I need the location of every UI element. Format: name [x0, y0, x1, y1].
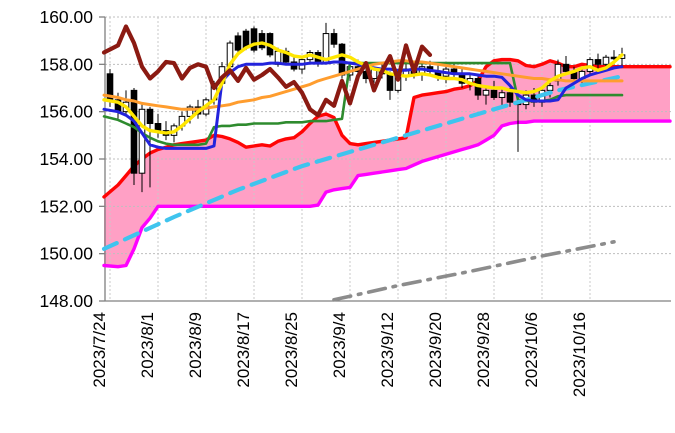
candle-up — [546, 85, 554, 91]
candle-down — [562, 63, 570, 72]
candle-down — [386, 73, 394, 91]
candle-down — [594, 59, 602, 65]
candle-down — [330, 33, 338, 45]
x-axis-label: 2023/8/17 — [234, 312, 253, 388]
x-axis-label: 2023/10/16 — [570, 312, 589, 397]
candle-down — [258, 33, 266, 49]
candle-down — [130, 89, 138, 174]
trend-gray-dashdot — [332, 240, 616, 302]
candle-up — [138, 108, 146, 174]
y-axis-label: 150.00 — [39, 244, 93, 264]
x-axis-label: 2023/9/4 — [330, 312, 349, 378]
candle-down — [146, 108, 154, 125]
candle-down — [506, 92, 514, 103]
candle-up — [186, 106, 194, 117]
y-axis-label: 156.00 — [39, 102, 93, 122]
cloud-lower-magenta — [102, 119, 672, 269]
x-axis-label: 2023/9/20 — [426, 312, 445, 388]
x-axis-label: 2023/8/9 — [186, 312, 205, 378]
candle-down — [338, 43, 346, 76]
x-axis-label: 2023/10/6 — [522, 312, 541, 388]
y-axis-label: 160.00 — [39, 7, 93, 27]
trend-cyan-dashed — [101, 74, 625, 251]
candle-up — [602, 56, 610, 65]
y-axis-label: 158.00 — [39, 54, 93, 74]
y-axis-label: 154.00 — [39, 149, 93, 169]
candle-up — [498, 92, 506, 98]
y-axis-label: 148.00 — [39, 291, 93, 311]
candle-down — [490, 89, 498, 98]
y-axis-label: 152.00 — [39, 196, 93, 216]
line-darkred — [101, 24, 433, 118]
x-axis-label: 2023/8/25 — [282, 312, 301, 388]
x-axis-label: 2023/7/24 — [90, 312, 109, 388]
x-axis-label: 2023/9/12 — [378, 312, 397, 388]
x-axis-label: 2023/8/1 — [138, 312, 157, 378]
cloud-fill — [104, 59, 670, 267]
x-axis-label: 2023/9/28 — [474, 312, 493, 388]
candle-down — [154, 123, 162, 132]
candle-down — [250, 28, 258, 51]
candle-down — [234, 35, 242, 51]
candle-up — [482, 89, 490, 96]
